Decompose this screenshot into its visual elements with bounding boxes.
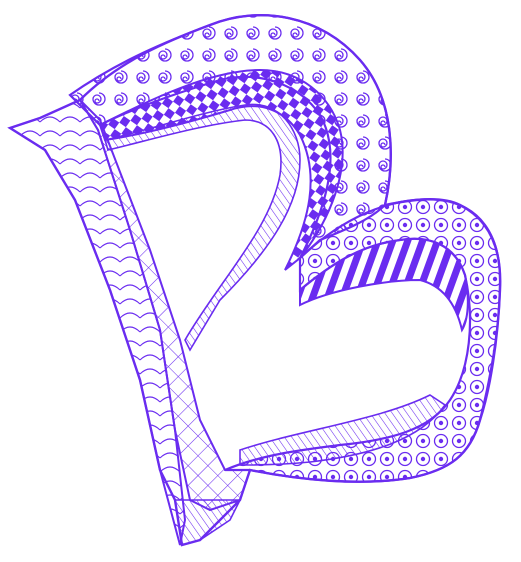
spine-bottom-hatch (174, 499, 242, 547)
lower-inner-band (299, 237, 469, 333)
lower-bottom-hatch (239, 394, 447, 466)
outline-contour (7, 14, 502, 547)
upper-inner-rim (103, 103, 301, 352)
